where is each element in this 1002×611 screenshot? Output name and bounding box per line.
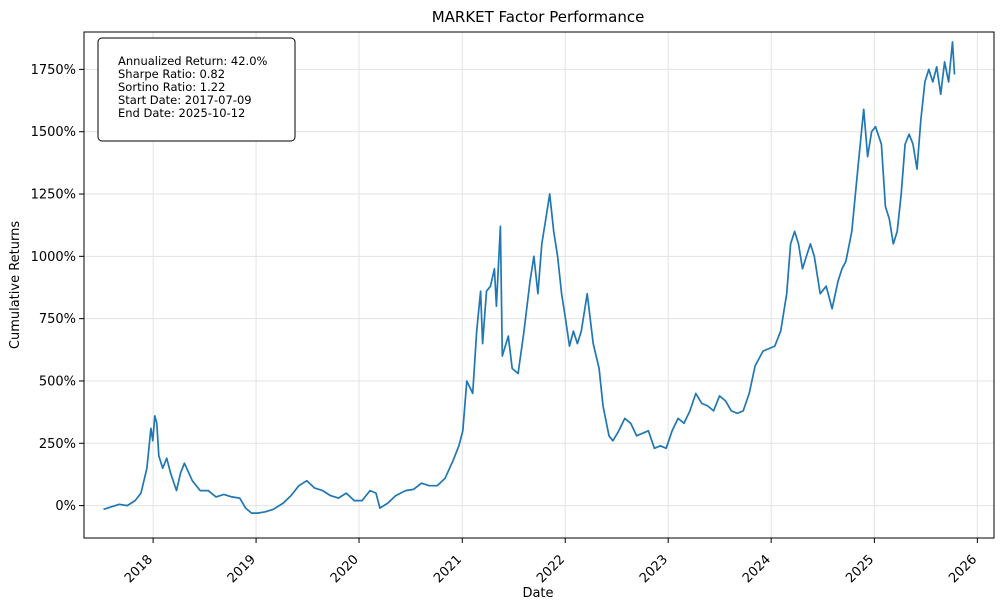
y-tick-label: 1250% [31, 188, 76, 203]
x-tick-label: 2022 [534, 552, 568, 586]
stats-start-date: Start Date: 2017-07-09 [118, 93, 252, 107]
chart-title: MARKET Factor Performance [432, 8, 645, 26]
x-tick-label: 2025 [843, 552, 877, 586]
series-layer [103, 41, 956, 514]
stats-sharpe-ratio: Sharpe Ratio: 0.82 [118, 67, 225, 81]
y-axis-title: Cumulative Returns [8, 221, 23, 349]
y-tick-label: 500% [39, 374, 76, 389]
x-axis: 2018 2019 2020 2021 2022 2023 2024 2025 2026 [122, 538, 980, 586]
stats-box-frame [97, 37, 296, 142]
x-tick-label: 2026 [946, 552, 980, 586]
x-tick-label: 2023 [637, 552, 671, 586]
y-tick-label: 250% [39, 437, 76, 452]
x-tick-label: 2024 [740, 552, 774, 586]
y-axis: 0% 250% 500% 750% 1000% 1250% 1500% 1750% [31, 63, 84, 514]
stats-annualized-return: Annualized Return: 42.0% [118, 54, 268, 68]
y-tick-label: 1000% [31, 250, 76, 265]
y-tick-label: 0% [55, 499, 76, 514]
stats-box: Annualized Return: 42.0% Sharpe Ratio: 0… [97, 37, 296, 142]
x-tick-label: 2018 [122, 552, 156, 586]
y-tick-label: 1750% [31, 63, 76, 78]
x-axis-title: Date [522, 586, 553, 601]
y-tick-label: 750% [39, 312, 76, 327]
x-tick-label: 2019 [225, 552, 259, 586]
x-tick-label: 2021 [431, 552, 465, 586]
y-tick-label: 1500% [31, 125, 76, 140]
stats-sortino-ratio: Sortino Ratio: 1.22 [118, 80, 225, 94]
x-tick-label: 2020 [328, 552, 362, 586]
series-line [103, 41, 956, 514]
stats-end-date: End Date: 2025-10-12 [118, 106, 245, 120]
plot-frame [83, 31, 995, 539]
